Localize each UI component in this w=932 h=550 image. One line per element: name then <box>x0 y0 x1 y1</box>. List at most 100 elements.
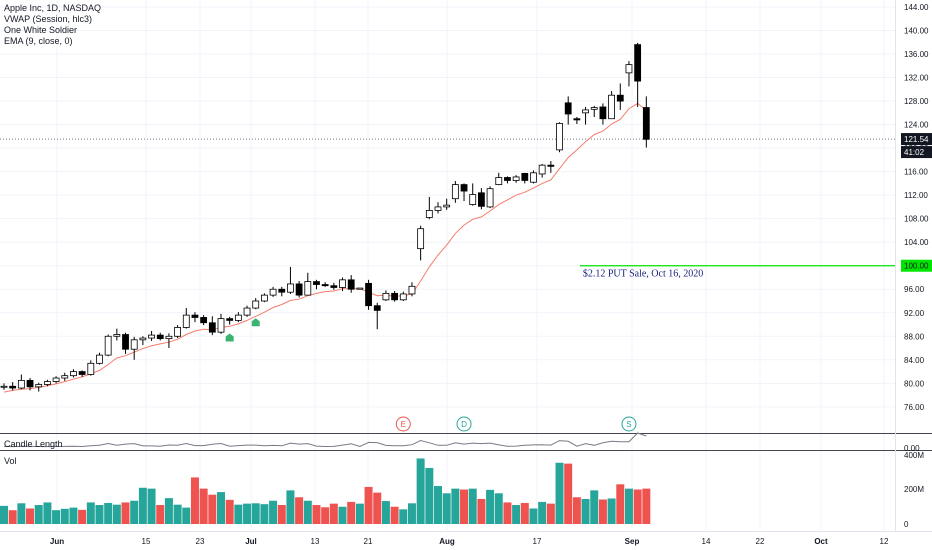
candle <box>252 298 260 310</box>
y-tick-label: 80.00 <box>904 379 925 388</box>
candle-body <box>521 173 529 181</box>
x-tick-label: 17 <box>533 537 542 546</box>
candle <box>486 186 494 209</box>
y-tick-label: 116.00 <box>904 168 928 177</box>
candle-body <box>0 385 8 388</box>
volume-bar <box>399 509 408 524</box>
candle <box>469 183 477 206</box>
volume-bar <box>512 505 521 524</box>
candle-body <box>339 279 346 288</box>
volume-bar <box>208 494 217 524</box>
candle <box>304 272 312 296</box>
candle-body <box>234 314 242 321</box>
y-tick-label: 124.00 <box>904 121 929 130</box>
candle <box>208 316 216 336</box>
volume-bar <box>407 503 416 524</box>
candle-body <box>87 362 95 375</box>
candle <box>104 334 112 357</box>
legend-pattern[interactable]: One White Soldier <box>4 25 78 35</box>
one-white-soldier-marker <box>225 333 234 342</box>
last-price-tag-text: 121.54 <box>904 135 929 144</box>
volume-bar <box>555 462 564 524</box>
candle-body <box>78 371 86 375</box>
candle <box>234 312 242 323</box>
candle-body <box>287 283 294 293</box>
volume-bar <box>303 500 312 524</box>
volume-bar <box>43 502 52 524</box>
candle-body <box>226 318 234 321</box>
candle <box>339 277 346 292</box>
candle-body <box>495 177 503 185</box>
candle-body <box>356 287 364 290</box>
candle <box>0 383 8 390</box>
candle-length-axis-label: 0.00 <box>904 444 920 453</box>
candle-body <box>295 283 303 296</box>
candle-body <box>252 300 260 309</box>
candle-body <box>174 327 182 337</box>
candle-body <box>330 285 338 288</box>
volume-bar <box>607 498 616 524</box>
candle <box>321 282 329 287</box>
candle <box>443 198 451 210</box>
candle <box>556 122 563 153</box>
candle-body <box>391 292 399 301</box>
candle <box>504 176 511 184</box>
volume-bar <box>190 477 199 524</box>
y-tick-label: 144.00 <box>904 3 929 12</box>
candle <box>182 308 190 329</box>
candle-body <box>642 107 650 140</box>
time-axis: Jun 15 23 Jul 13 21 Aug 17 Sep 14 22 Oct 12 <box>50 537 889 546</box>
candle-body <box>70 371 77 377</box>
volume-bar <box>425 467 434 524</box>
candle-length-label[interactable]: Candle Length <box>4 439 63 449</box>
volume-bar <box>260 504 269 524</box>
candle <box>269 286 277 297</box>
candle <box>547 161 555 173</box>
volume-bar <box>503 502 512 524</box>
candle <box>113 328 121 341</box>
candle-body <box>148 334 155 339</box>
event-marker-s: S <box>621 416 637 432</box>
volume-bar <box>52 510 61 524</box>
x-tick-label: 23 <box>196 537 205 546</box>
candle <box>35 382 43 392</box>
candle <box>530 170 537 184</box>
candle <box>260 293 268 303</box>
volume-label[interactable]: Vol <box>4 456 17 466</box>
candle-body <box>477 192 485 207</box>
legend-ema[interactable]: EMA (9, close, 0) <box>4 36 73 46</box>
candle <box>582 106 589 125</box>
legend-symbol[interactable]: Apple Inc, 1D, NASDAQ <box>4 3 102 13</box>
volume-bar <box>633 489 642 524</box>
candle <box>434 202 442 214</box>
candle-body <box>634 44 642 82</box>
candle <box>460 183 468 202</box>
volume-bar <box>225 499 234 524</box>
candle <box>477 188 485 210</box>
y-tick-label: 108.00 <box>904 215 929 224</box>
volume-axis-label: 0 <box>904 520 909 529</box>
volume-bar <box>95 505 104 524</box>
volume-bar <box>468 488 477 524</box>
candle-body <box>304 281 312 296</box>
volume-bar <box>381 501 390 524</box>
candle-body <box>347 279 355 290</box>
volume-bar <box>529 508 538 524</box>
countdown-tag-text: 41:02 <box>904 148 925 157</box>
candle-body <box>365 282 372 307</box>
candle-body <box>408 285 416 295</box>
volume-bar <box>494 493 503 524</box>
y-tick-label: 140.00 <box>904 27 929 36</box>
volume-bar <box>581 498 590 524</box>
legend-vwap[interactable]: VWAP (Session, hlc3) <box>4 14 93 24</box>
candle-body <box>9 385 17 389</box>
candle <box>96 352 103 365</box>
countdown-tag: 41:02 <box>901 146 932 159</box>
volume-bar <box>156 505 165 524</box>
candle-body <box>104 335 112 356</box>
volume-bar <box>104 502 113 524</box>
candle <box>313 279 320 290</box>
volume-bar <box>112 504 121 524</box>
chart-legend: Apple Inc, 1D, NASDAQ VWAP (Session, hlc… <box>4 3 101 47</box>
